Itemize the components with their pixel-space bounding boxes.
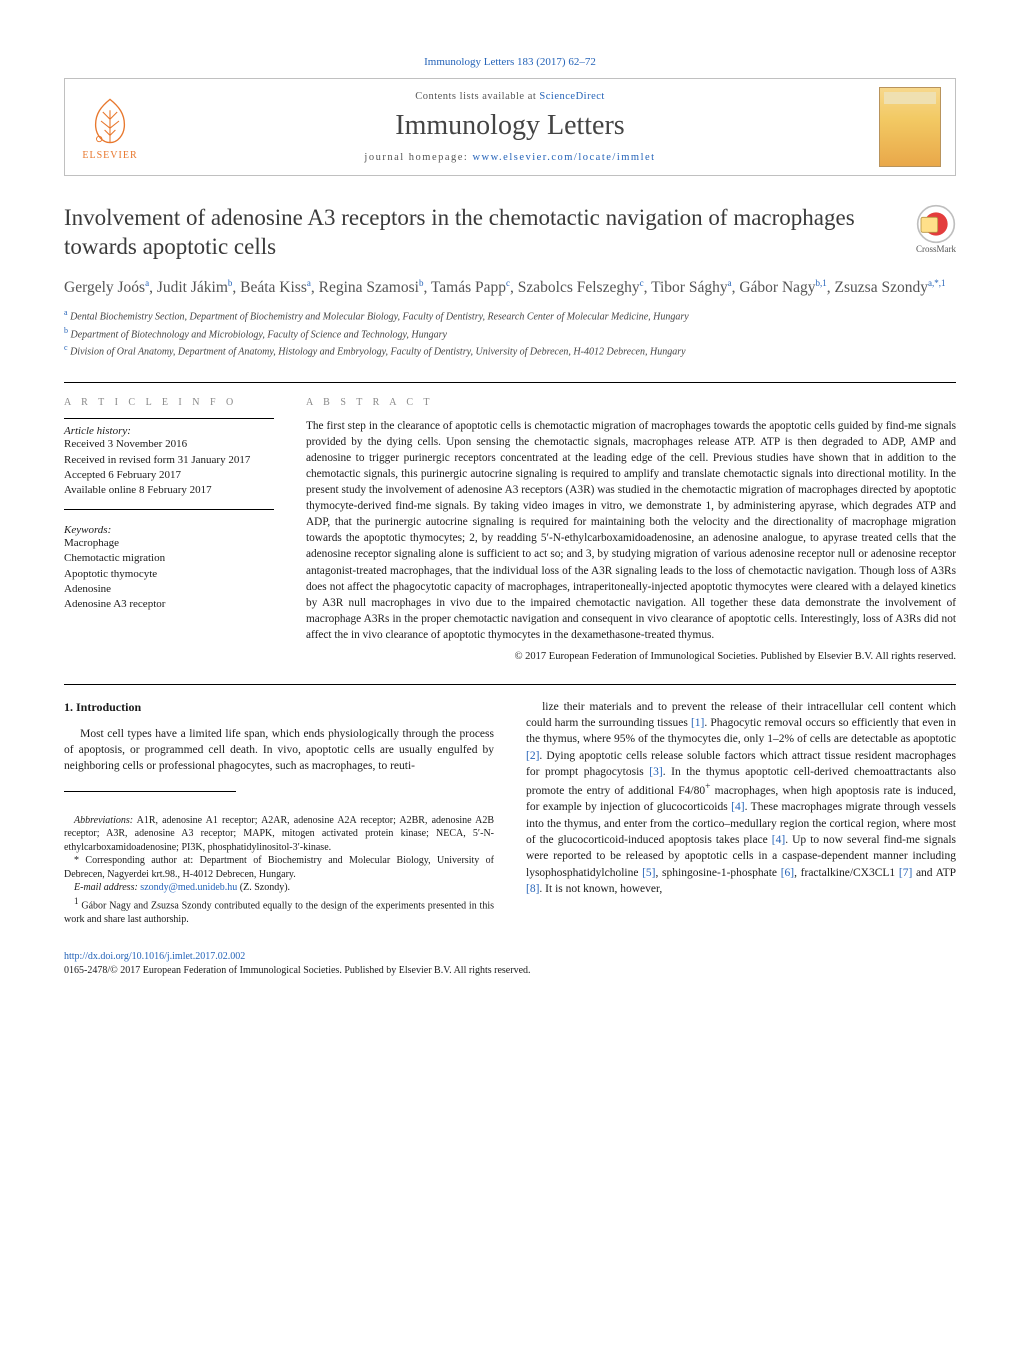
history-line: Received in revised form 31 January 2017	[64, 453, 274, 468]
keyword: Adenosine A3 receptor	[64, 597, 274, 612]
keyword: Apoptotic thymocyte	[64, 567, 274, 582]
ref-citation[interactable]: [2]	[526, 750, 539, 762]
keywords-label: Keywords:	[64, 524, 274, 536]
abbrev-footnote: Abbreviations: A1R, adenosine A1 recepto…	[64, 814, 494, 855]
keyword: Chemotactic migration	[64, 551, 274, 566]
abbrev-label: Abbreviations:	[74, 815, 133, 826]
history-line: Available online 8 February 2017	[64, 483, 274, 498]
ref-citation[interactable]: [6]	[781, 867, 794, 879]
publisher-name: ELSEVIER	[82, 150, 137, 161]
ref-citation[interactable]: [7]	[899, 867, 912, 879]
keyword: Adenosine	[64, 582, 274, 597]
crossmark-label: CrossMark	[916, 244, 956, 254]
abstract-text: The first step in the clearance of apopt…	[306, 418, 956, 642]
footnotes: Abbreviations: A1R, adenosine A1 recepto…	[64, 814, 494, 926]
doi-block: http://dx.doi.org/10.1016/j.imlet.2017.0…	[64, 950, 956, 977]
publisher-logo: ELSEVIER	[65, 79, 155, 175]
abstract-copyright: © 2017 European Federation of Immunologi…	[306, 651, 956, 662]
authors: Gergely Joósa, Judit Jákimb, Beáta Kissa…	[64, 276, 956, 299]
affiliations: a Dental Biochemistry Section, Departmen…	[64, 307, 956, 360]
ref-citation[interactable]: [5]	[642, 867, 655, 879]
section-rule-2	[64, 684, 956, 685]
section-rule	[64, 382, 956, 383]
elsevier-tree-icon	[83, 94, 137, 148]
affiliation: a Dental Biochemistry Section, Departmen…	[64, 307, 956, 325]
homepage-link[interactable]: www.elsevier.com/locate/immlet	[472, 152, 655, 163]
ref-citation[interactable]: [4]	[772, 834, 785, 846]
history-line: Accepted 6 February 2017	[64, 468, 274, 483]
sciencedirect-link[interactable]: ScienceDirect	[539, 91, 604, 102]
history-label: Article history:	[64, 425, 274, 437]
email-suffix: (Z. Szondy).	[240, 882, 290, 893]
ref-citation[interactable]: [8]	[526, 883, 539, 895]
article-info-heading: a r t i c l e i n f o	[64, 397, 274, 408]
history-line: Received 3 November 2016	[64, 437, 274, 452]
footnote-rule	[64, 791, 236, 792]
corresponding-footnote: * Corresponding author at: Department of…	[64, 854, 494, 881]
crossmark-icon	[916, 204, 956, 244]
doi-link[interactable]: http://dx.doi.org/10.1016/j.imlet.2017.0…	[64, 951, 245, 962]
intro-para-left: Most cell types have a limited life span…	[64, 726, 494, 775]
issn-line: 0165-2478/© 2017 European Federation of …	[64, 965, 531, 976]
ref-citation[interactable]: [1]	[691, 717, 704, 729]
sciencedirect-line: Contents lists available at ScienceDirec…	[415, 91, 605, 102]
cover-thumb-icon	[879, 87, 941, 167]
intro-para-right: lize their materials and to prevent the …	[526, 699, 956, 898]
ref-citation[interactable]: [4]	[731, 801, 744, 813]
email-label: E-mail address:	[74, 882, 138, 893]
journal-header: ELSEVIER Contents lists available at Sci…	[64, 78, 956, 176]
crossmark-badge[interactable]: CrossMark	[916, 204, 956, 254]
homepage-prefix: journal homepage:	[364, 152, 472, 163]
homepage-line: journal homepage: www.elsevier.com/locat…	[364, 152, 655, 163]
keyword: Macrophage	[64, 536, 274, 551]
journal-cover	[865, 79, 955, 175]
top-citation: Immunology Letters 183 (2017) 62–72	[64, 56, 956, 68]
abstract-column: a b s t r a c t The first step in the cl…	[306, 397, 956, 661]
intro-heading: 1. Introduction	[64, 699, 494, 716]
affiliation: c Division of Oral Anatomy, Department o…	[64, 342, 956, 360]
affiliation: b Department of Biotechnology and Microb…	[64, 325, 956, 343]
article-title: Involvement of adenosine A3 receptors in…	[64, 204, 900, 262]
article-info-column: a r t i c l e i n f o Article history: R…	[64, 397, 274, 661]
abstract-heading: a b s t r a c t	[306, 397, 956, 408]
body-col-right: lize their materials and to prevent the …	[526, 699, 956, 926]
body-col-left: 1. Introduction Most cell types have a l…	[64, 699, 494, 926]
journal-name: Immunology Letters	[395, 110, 624, 142]
email-footnote: E-mail address: szondy@med.unideb.hu (Z.…	[64, 881, 494, 895]
body-columns: 1. Introduction Most cell types have a l…	[64, 699, 956, 926]
contrib-footnote: 1 Gábor Nagy and Zsuzsa Szondy contribut…	[64, 895, 494, 926]
contents-prefix: Contents lists available at	[415, 91, 539, 102]
ref-citation[interactable]: [3]	[649, 766, 662, 778]
email-link[interactable]: szondy@med.unideb.hu	[140, 882, 237, 893]
